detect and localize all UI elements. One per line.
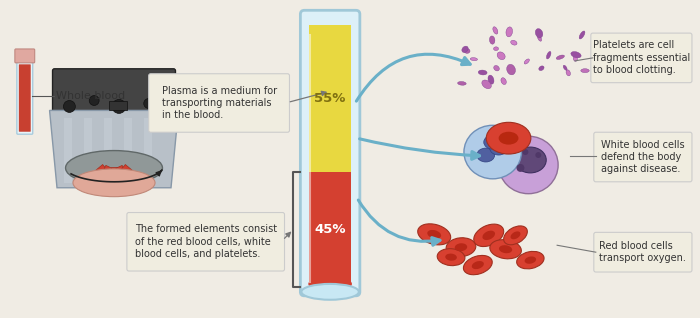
Ellipse shape bbox=[539, 66, 544, 71]
FancyBboxPatch shape bbox=[52, 69, 176, 120]
Ellipse shape bbox=[478, 70, 487, 75]
FancyBboxPatch shape bbox=[19, 64, 31, 132]
Ellipse shape bbox=[507, 64, 515, 75]
Text: White blood cells
defend the body
against disease.: White blood cells defend the body agains… bbox=[601, 140, 685, 174]
Ellipse shape bbox=[477, 148, 495, 162]
Circle shape bbox=[64, 100, 76, 112]
Text: Platelets are cell
fragments essential
to blood clotting.: Platelets are cell fragments essential t… bbox=[593, 40, 690, 75]
Ellipse shape bbox=[308, 276, 352, 292]
Ellipse shape bbox=[490, 240, 522, 259]
Ellipse shape bbox=[504, 226, 527, 245]
FancyBboxPatch shape bbox=[591, 33, 692, 83]
Text: Plasma is a medium for
transporting materials
in the blood.: Plasma is a medium for transporting mate… bbox=[162, 86, 276, 121]
Ellipse shape bbox=[514, 147, 546, 173]
Bar bbox=[116, 165, 131, 186]
Ellipse shape bbox=[566, 70, 570, 76]
Bar bbox=[97, 165, 112, 186]
Text: 45%: 45% bbox=[314, 223, 346, 236]
Text: Whole blood: Whole blood bbox=[55, 91, 125, 101]
Bar bbox=[88, 164, 107, 183]
Polygon shape bbox=[50, 110, 178, 188]
Ellipse shape bbox=[581, 69, 589, 73]
Circle shape bbox=[89, 95, 99, 106]
Ellipse shape bbox=[464, 125, 522, 179]
Bar bbox=[121, 164, 141, 183]
Bar bbox=[144, 118, 152, 183]
Ellipse shape bbox=[418, 224, 451, 245]
FancyBboxPatch shape bbox=[594, 232, 692, 272]
Ellipse shape bbox=[494, 47, 498, 51]
Ellipse shape bbox=[484, 135, 502, 149]
FancyBboxPatch shape bbox=[148, 74, 290, 132]
Bar bbox=[111, 167, 118, 187]
Ellipse shape bbox=[488, 75, 494, 84]
Circle shape bbox=[144, 99, 154, 108]
Text: The formed elements consist
of the red blood cells, white
blood cells, and plate: The formed elements consist of the red b… bbox=[134, 225, 276, 259]
Ellipse shape bbox=[511, 40, 517, 45]
Ellipse shape bbox=[547, 52, 551, 59]
Ellipse shape bbox=[445, 253, 457, 261]
Ellipse shape bbox=[474, 224, 504, 246]
Ellipse shape bbox=[482, 80, 491, 89]
Ellipse shape bbox=[490, 141, 507, 155]
Bar bbox=[124, 118, 132, 183]
Ellipse shape bbox=[501, 78, 506, 85]
Ellipse shape bbox=[499, 245, 512, 253]
Ellipse shape bbox=[66, 151, 162, 185]
FancyBboxPatch shape bbox=[17, 58, 33, 134]
Ellipse shape bbox=[470, 58, 477, 61]
Ellipse shape bbox=[573, 56, 578, 61]
Ellipse shape bbox=[462, 46, 468, 52]
Ellipse shape bbox=[571, 52, 581, 58]
Ellipse shape bbox=[458, 81, 466, 85]
Ellipse shape bbox=[427, 230, 441, 239]
Ellipse shape bbox=[498, 132, 519, 145]
Ellipse shape bbox=[73, 169, 155, 197]
Ellipse shape bbox=[489, 36, 495, 44]
Ellipse shape bbox=[524, 59, 529, 64]
Bar bbox=[309, 172, 351, 287]
Ellipse shape bbox=[538, 36, 542, 41]
Bar bbox=[84, 118, 92, 183]
Ellipse shape bbox=[524, 256, 536, 264]
Ellipse shape bbox=[494, 66, 499, 71]
Ellipse shape bbox=[579, 31, 585, 39]
Ellipse shape bbox=[517, 252, 544, 269]
Ellipse shape bbox=[497, 52, 505, 60]
Ellipse shape bbox=[302, 284, 359, 300]
Ellipse shape bbox=[482, 231, 495, 240]
Bar bbox=[104, 118, 112, 183]
FancyBboxPatch shape bbox=[127, 212, 284, 271]
Ellipse shape bbox=[556, 55, 564, 59]
Text: 55%: 55% bbox=[314, 92, 346, 105]
Bar bbox=[64, 118, 72, 183]
Ellipse shape bbox=[455, 243, 467, 251]
Ellipse shape bbox=[506, 27, 512, 37]
Circle shape bbox=[522, 149, 528, 155]
Circle shape bbox=[112, 100, 126, 114]
Text: Red blood cells
transport oxygen.: Red blood cells transport oxygen. bbox=[599, 241, 686, 263]
Ellipse shape bbox=[510, 232, 521, 239]
Ellipse shape bbox=[486, 122, 531, 154]
FancyBboxPatch shape bbox=[594, 132, 692, 182]
Bar bbox=[309, 25, 351, 172]
Ellipse shape bbox=[536, 29, 542, 38]
Circle shape bbox=[517, 164, 524, 172]
Ellipse shape bbox=[438, 249, 465, 266]
Ellipse shape bbox=[463, 255, 492, 275]
Circle shape bbox=[536, 152, 541, 158]
Ellipse shape bbox=[564, 65, 567, 70]
Ellipse shape bbox=[464, 49, 470, 53]
Ellipse shape bbox=[472, 261, 484, 269]
Ellipse shape bbox=[446, 238, 476, 257]
FancyBboxPatch shape bbox=[300, 10, 360, 296]
FancyBboxPatch shape bbox=[15, 49, 35, 63]
Ellipse shape bbox=[498, 136, 558, 194]
Ellipse shape bbox=[493, 27, 498, 34]
Bar bbox=[109, 100, 127, 110]
